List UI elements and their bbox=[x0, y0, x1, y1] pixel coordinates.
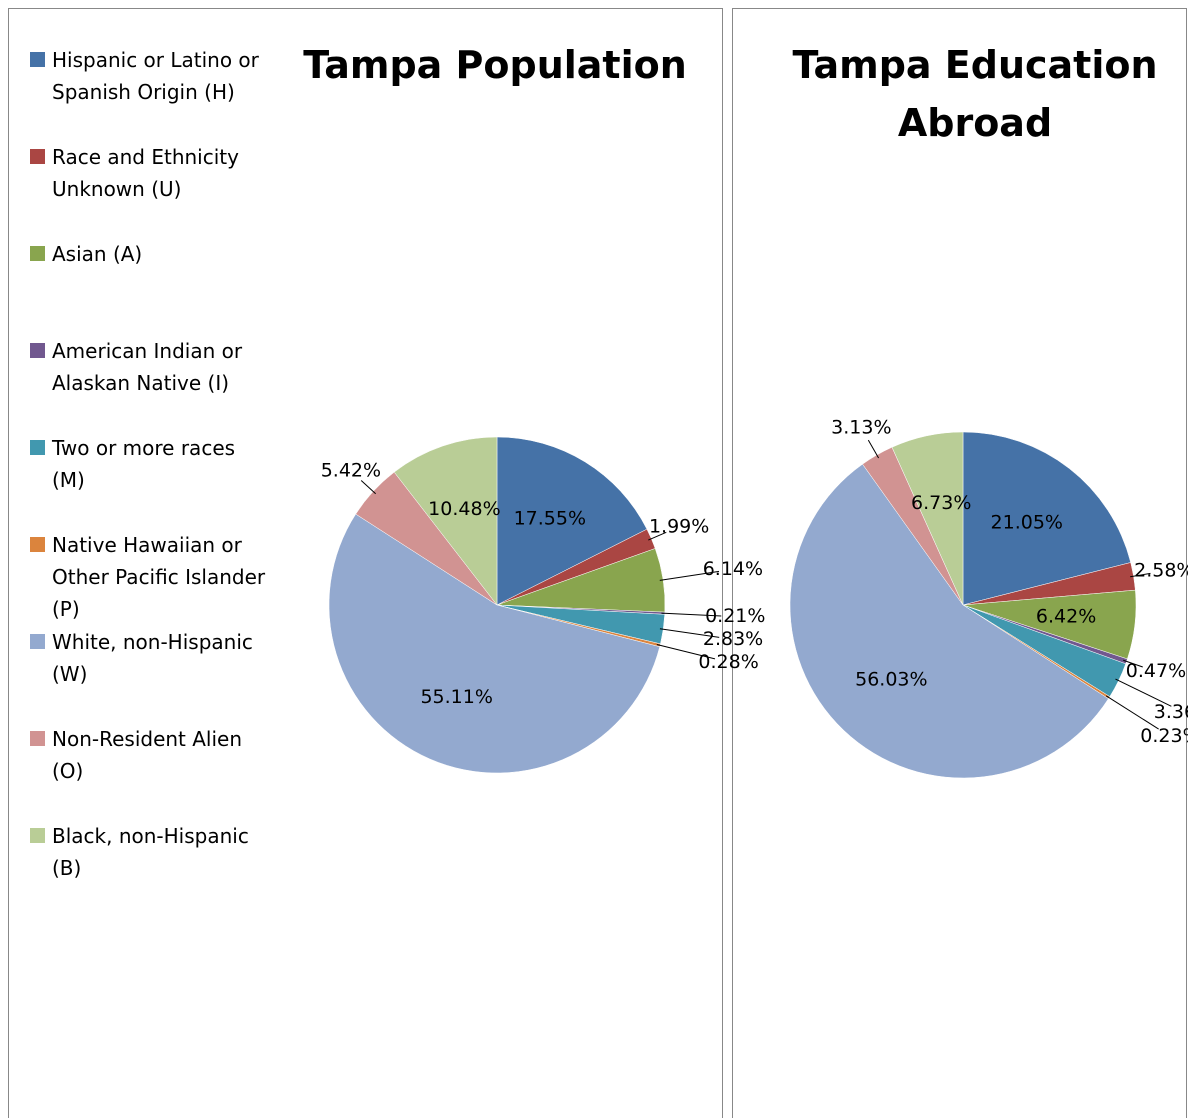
leader-line bbox=[661, 612, 722, 617]
leader-line bbox=[1130, 572, 1151, 578]
legend-swatch bbox=[30, 634, 45, 649]
legend-label: Non-Resident Alien (O) bbox=[52, 727, 243, 783]
legend-swatch bbox=[30, 149, 45, 164]
pie-slice bbox=[393, 436, 498, 606]
leader-line bbox=[1115, 678, 1172, 707]
legend-label: American Indian or Alaskan Native (I) bbox=[52, 339, 243, 395]
legend-item: Race and Ethnicity Unknown (U) bbox=[30, 141, 270, 205]
legend-item: Native Hawaiian or Other Pacific Islande… bbox=[30, 529, 270, 625]
data-label: 2.58% bbox=[1134, 560, 1188, 582]
legend-item: Asian (A) bbox=[30, 238, 270, 270]
data-label: 2.83% bbox=[703, 628, 763, 650]
leader-line bbox=[659, 570, 720, 581]
data-label: 3.13% bbox=[831, 416, 891, 438]
legend-swatch bbox=[30, 52, 45, 67]
data-label: 1.99% bbox=[649, 515, 709, 537]
pie-slice bbox=[962, 431, 1132, 606]
legend-label: Native Hawaiian or Other Pacific Islande… bbox=[52, 533, 266, 621]
legend-item: Black, non-Hispanic (B) bbox=[30, 820, 270, 884]
pie-slice bbox=[328, 513, 661, 774]
data-label: 6.42% bbox=[1036, 605, 1096, 627]
legend-label: Black, non-Hispanic (B) bbox=[52, 824, 249, 880]
data-label: 55.11% bbox=[420, 686, 492, 708]
data-label: 0.21% bbox=[705, 605, 765, 627]
data-label: 10.48% bbox=[428, 498, 500, 520]
data-label: 17.55% bbox=[514, 508, 586, 530]
data-label: 56.03% bbox=[855, 669, 927, 691]
data-label: 5.42% bbox=[321, 460, 381, 482]
legend-swatch bbox=[30, 246, 45, 261]
legend-label: Two or more races (M) bbox=[52, 436, 236, 492]
leader-line bbox=[360, 480, 376, 495]
legend-swatch bbox=[30, 440, 45, 455]
legend-item: White, non-Hispanic (W) bbox=[30, 626, 270, 690]
legend-label: White, non-Hispanic (W) bbox=[52, 630, 253, 686]
data-label: 6.73% bbox=[911, 492, 971, 514]
pie-slice bbox=[789, 463, 1109, 779]
data-label: 6.14% bbox=[703, 558, 763, 580]
legend-label: Asian (A) bbox=[52, 242, 143, 266]
legend-item: American Indian or Alaskan Native (I) bbox=[30, 335, 270, 399]
legend-item: Hispanic or Latino or Spanish Origin (H) bbox=[30, 44, 270, 108]
legend-item: Non-Resident Alien (O) bbox=[30, 723, 270, 787]
data-label: 3.36% bbox=[1154, 701, 1188, 723]
leader-line bbox=[1105, 695, 1159, 730]
leader-line bbox=[648, 531, 667, 541]
legend-swatch bbox=[30, 828, 45, 843]
data-label: 21.05% bbox=[991, 512, 1063, 534]
chart-title: Tampa Education Abroad bbox=[792, 43, 1158, 145]
legend-swatch bbox=[30, 343, 45, 358]
legend-swatch bbox=[30, 537, 45, 552]
leader-line bbox=[659, 628, 720, 638]
pie-slice bbox=[891, 431, 964, 606]
data-label: 0.28% bbox=[698, 651, 758, 673]
leader-line bbox=[867, 439, 880, 459]
legend-item: Two or more races (M) bbox=[30, 432, 270, 496]
data-label: 0.47% bbox=[1126, 660, 1186, 682]
leader-line bbox=[1123, 659, 1143, 668]
legend-label: Hispanic or Latino or Spanish Origin (H) bbox=[52, 48, 259, 104]
left-panel bbox=[8, 8, 723, 1118]
leader-line bbox=[656, 644, 716, 660]
right-panel bbox=[732, 8, 1187, 1118]
data-label: 0.23% bbox=[1140, 725, 1188, 747]
legend-swatch bbox=[30, 731, 45, 746]
chart-title: Tampa Population bbox=[303, 43, 687, 87]
pie-slice bbox=[496, 436, 648, 606]
legend-label: Race and Ethnicity Unknown (U) bbox=[52, 145, 239, 201]
